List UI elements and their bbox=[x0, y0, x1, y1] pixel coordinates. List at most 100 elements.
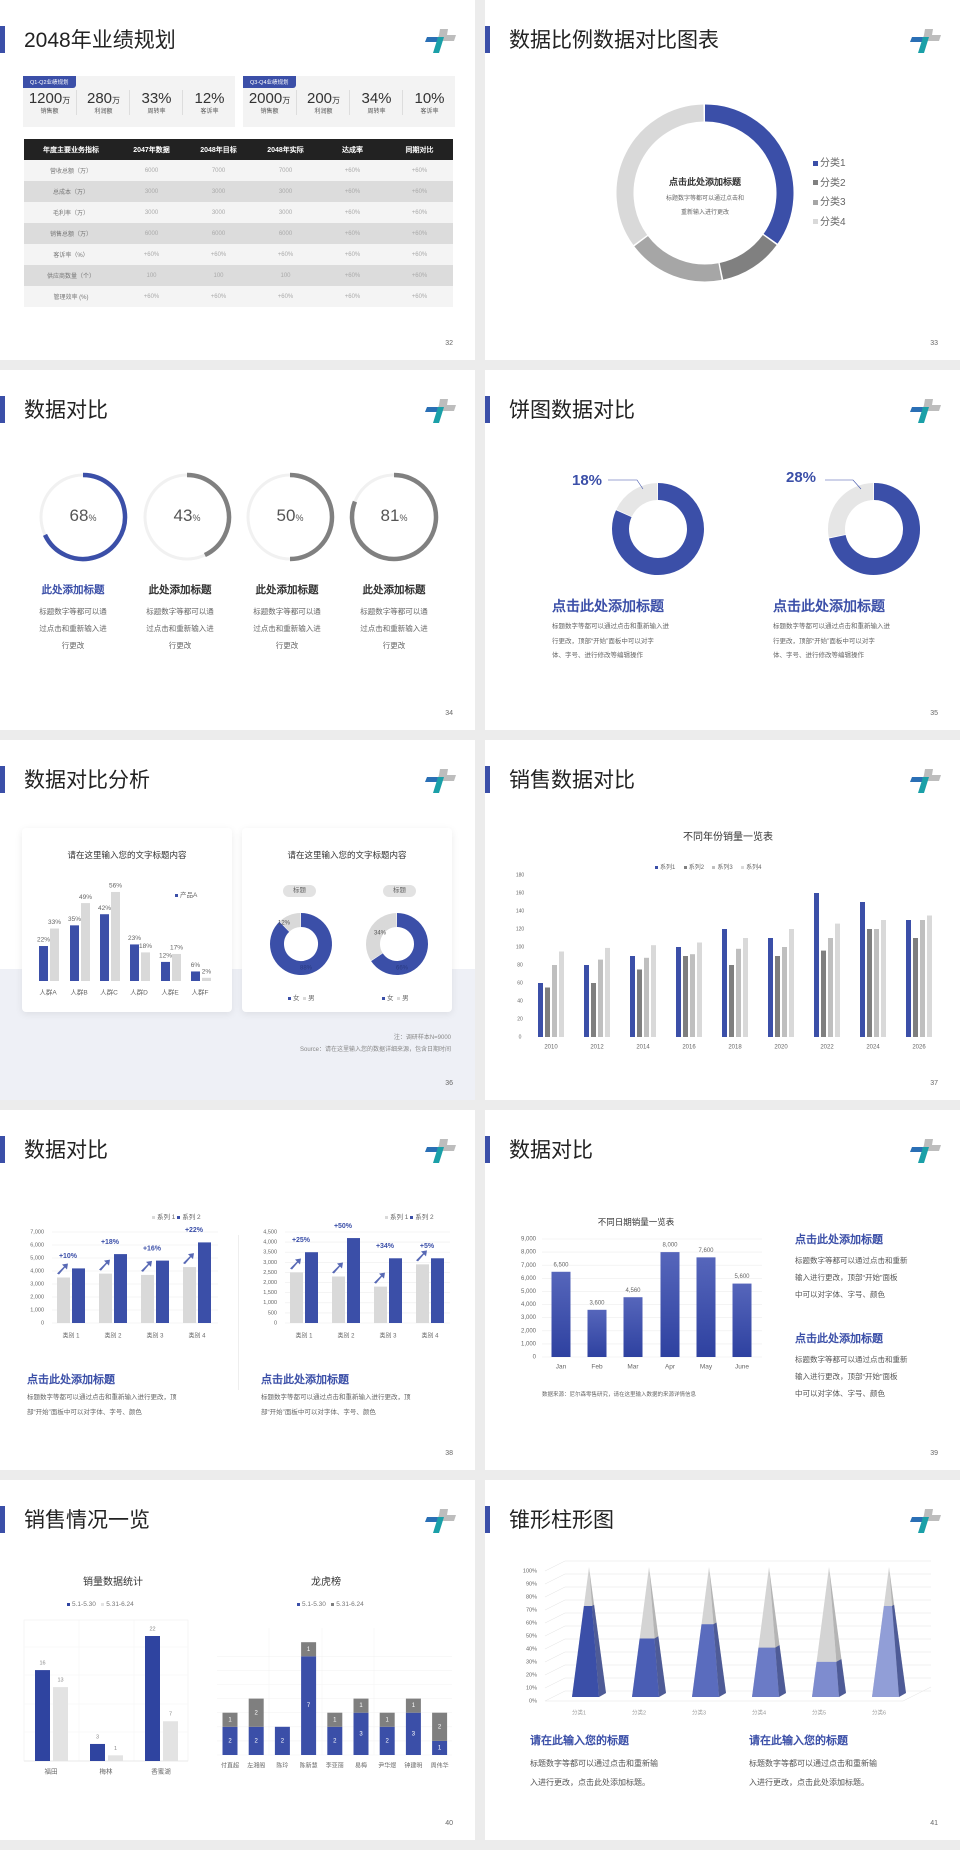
kpi-stat: 10% 客诉率 bbox=[402, 90, 456, 115]
logo bbox=[423, 398, 457, 424]
bar bbox=[867, 929, 872, 1037]
kpi-stat: 280万 利润额 bbox=[76, 90, 130, 115]
body-line: 过点击和重新输入进 bbox=[39, 624, 107, 633]
category-label: 类别 2 bbox=[104, 1332, 122, 1340]
title-accent-bar bbox=[0, 766, 5, 793]
kpi-value: 1200 bbox=[28, 90, 63, 107]
kpi-box: Q1-Q2业绩规划 1200万 销售额 280万 利润额 33% 周转率 12% 客诉率 bbox=[23, 76, 235, 127]
table-cell: +60% bbox=[344, 272, 361, 279]
item-body: 标题数字等都可以通 过点击和重新输入进 行更改 bbox=[23, 603, 123, 654]
growth-arrow-icon bbox=[141, 1260, 152, 1272]
block-body: 标题数字等都可以通过点击和重新输入进行更改，顶部“开始”面板中可以对字体、字号、… bbox=[261, 1391, 411, 1420]
y-tick-label: 1,000 bbox=[30, 1307, 44, 1313]
data-label: 35% bbox=[68, 916, 81, 923]
divider bbox=[238, 1235, 239, 1390]
y-tick-label: 40 bbox=[517, 998, 523, 1004]
table-cell: 营收总额（万） bbox=[49, 169, 92, 175]
ring-value: 43% bbox=[147, 506, 227, 526]
title-accent-bar bbox=[0, 1136, 5, 1163]
kpi-label: 周转率 bbox=[367, 109, 386, 115]
body-line: 标题数字等都可以通过点击和重新输入进 bbox=[773, 623, 890, 630]
bar bbox=[782, 947, 787, 1037]
chart-title: 不同年份销量一览表 bbox=[683, 832, 773, 843]
legend: 分类1 分类2 分类3 分类4 bbox=[813, 154, 846, 232]
slide-title: 数据对比分析 bbox=[24, 769, 150, 792]
data-label: 1 bbox=[114, 1746, 117, 1752]
body-line: 行更改 bbox=[275, 641, 299, 650]
panel-title: 请在这里输入您的文字标题内容 bbox=[67, 850, 187, 860]
bar bbox=[156, 1260, 169, 1323]
body-line: 体、字号、进行修改等编辑操作 bbox=[773, 652, 864, 659]
table-cell: 销售总额（万） bbox=[49, 232, 92, 238]
title-accent-bar bbox=[485, 26, 490, 53]
body-line: 体、字号、进行修改等编辑操作 bbox=[552, 652, 643, 659]
bar bbox=[814, 893, 819, 1037]
x-tick-label: 2016 bbox=[682, 1045, 696, 1051]
slide-title: 数据比例数据对比图表 bbox=[509, 29, 719, 52]
stacked-bar-segment bbox=[432, 1712, 448, 1741]
body-line: 过点击和重新输入进 bbox=[253, 624, 321, 633]
body-line: 标题数字等都可以通过点击和重新输入进 bbox=[552, 623, 669, 630]
y-tick-label: 30% bbox=[526, 1659, 537, 1665]
category-label: 分类3 bbox=[692, 1708, 706, 1716]
bar bbox=[100, 914, 109, 981]
legend-label: 女 bbox=[293, 995, 300, 1002]
table-cell: 3000 bbox=[144, 209, 159, 216]
x-tick-label: 2018 bbox=[728, 1045, 742, 1051]
table-cell: +60% bbox=[277, 251, 294, 258]
bar bbox=[591, 983, 596, 1037]
kpi-unit: 万 bbox=[62, 96, 71, 105]
segment-label: 2 bbox=[228, 1738, 232, 1744]
y-tick-label: 2,000 bbox=[521, 1328, 537, 1334]
legend-label: 女 bbox=[387, 995, 394, 1002]
data-label: 16 bbox=[39, 1661, 45, 1667]
block-title: 点击此处添加标题 bbox=[27, 1374, 115, 1386]
bar bbox=[736, 948, 741, 1037]
y-tick-label: 7,000 bbox=[30, 1229, 44, 1235]
kpi-stat: 200万 利润额 bbox=[296, 90, 350, 115]
body-line: 标题数字等都可以通 bbox=[360, 607, 428, 616]
table-cell: 7000 bbox=[278, 167, 293, 174]
data-label: 49% bbox=[79, 894, 92, 901]
bar bbox=[389, 1258, 402, 1323]
segment-label: 2 bbox=[255, 1738, 259, 1744]
donut-chart bbox=[616, 104, 794, 282]
item-title: 此处添加标题 bbox=[148, 584, 212, 596]
y-tick-label: 0% bbox=[529, 1698, 537, 1704]
data-label: 23% bbox=[128, 935, 141, 942]
donut-segment bbox=[828, 483, 874, 538]
table-cell: 3000 bbox=[144, 188, 159, 195]
bar bbox=[130, 944, 139, 981]
bar bbox=[290, 1272, 303, 1323]
bar bbox=[743, 938, 748, 1037]
bar bbox=[835, 923, 840, 1037]
bar bbox=[57, 1277, 70, 1323]
slide-title: 饼图数据对比 bbox=[509, 399, 635, 422]
logo bbox=[908, 1508, 942, 1534]
title-accent-bar bbox=[485, 1136, 490, 1163]
segment-label: 1 bbox=[333, 1717, 337, 1723]
category-label: 香蜜湖 bbox=[151, 1767, 171, 1776]
donut-legend: 女 男 bbox=[288, 992, 315, 1002]
legend-swatch bbox=[177, 1215, 181, 1219]
category-label: May bbox=[700, 1364, 713, 1371]
gridline bbox=[544, 1612, 566, 1624]
legend-swatch bbox=[397, 996, 401, 1000]
bar bbox=[545, 987, 550, 1037]
kpi-value: 280 bbox=[86, 90, 113, 107]
growth-label: +18% bbox=[101, 1239, 120, 1246]
ring-progress bbox=[289, 472, 335, 562]
body-line: 输入进行更改，顶部“开始”面板 bbox=[795, 1273, 898, 1282]
bar bbox=[90, 1743, 105, 1761]
bar bbox=[696, 1257, 716, 1357]
bar bbox=[39, 946, 48, 981]
donut-charts bbox=[608, 479, 920, 575]
category-label: 陈玲 bbox=[276, 1762, 288, 1770]
legend-label: 系列 2 bbox=[182, 1214, 201, 1221]
ring-unit: % bbox=[399, 513, 408, 523]
y-tick-label: 8,000 bbox=[521, 1250, 537, 1256]
slide-34: 数据对比 34 68% 此处添加标题 标题数字等都可以通 过点击和重新输入进 行更改 43… bbox=[0, 370, 475, 730]
legend-swatch bbox=[741, 865, 745, 869]
legend-swatch bbox=[303, 996, 307, 1000]
legend-item: 分类1 bbox=[813, 154, 846, 174]
